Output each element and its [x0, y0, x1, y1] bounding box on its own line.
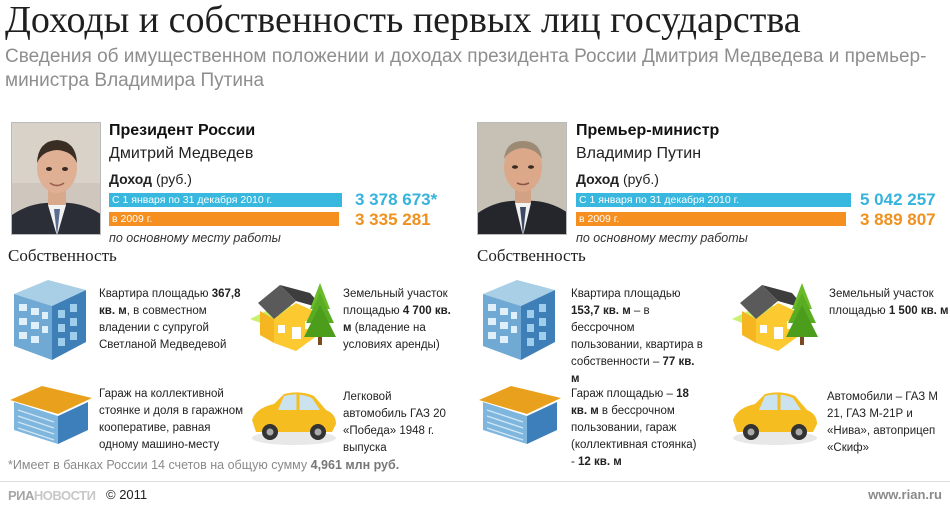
putin-income-note: по основному месту работы: [576, 231, 748, 245]
garage-icon: [479, 386, 561, 444]
putin-car-text: Автомобили – ГАЗ М 21, ГАЗ М-21Р и «Нива…: [827, 389, 949, 457]
income-unit: (руб.): [155, 171, 192, 187]
text-part-bold: 367,8 кв. м: [99, 288, 241, 317]
income-unit: (руб.): [622, 171, 659, 187]
car-icon: [733, 392, 817, 445]
text-part: Квартира площадью: [571, 288, 681, 300]
apartment-building-icon: [483, 280, 555, 360]
text-part-bold: 18 кв. м: [571, 388, 689, 417]
medvedev-income-note: по основному месту работы: [109, 231, 281, 245]
medvedev-income-2010-value: 3 378 673*: [355, 190, 438, 209]
text-part: Земельный участок площадью: [343, 288, 448, 317]
putin-income-2010-value: 5 042 257: [860, 190, 936, 209]
putin-property-heading: Собственность: [477, 246, 586, 265]
text-part-bold: 4 700 кв. м: [343, 305, 451, 334]
ria-novosti-logo: РИАНОВОСТИ: [8, 488, 96, 503]
putin-bar-2010: С 1 января по 31 декабря 2010 г.: [576, 193, 851, 207]
text-part: Гараж на коллективной стоянке и доля в г…: [99, 388, 243, 451]
bar-2009-label: в 2009 г.: [112, 213, 153, 225]
text-part-bold: 12 кв. м: [578, 456, 622, 468]
medvedev-income-2009-value: 3 335 281: [355, 210, 431, 229]
text-part-bold: 153,7 кв. м: [571, 305, 631, 317]
apartment-building-icon: [14, 280, 86, 360]
medvedev-bar-2010: С 1 января по 31 декабря 2010 г.: [109, 193, 342, 207]
bar-2010-label: С 1 января по 31 декабря 2010 г.: [112, 194, 273, 206]
logo-ria: РИА: [8, 488, 34, 503]
bar-2009-label: в 2009 г.: [579, 213, 620, 225]
medvedev-land-text: Земельный участок площадью 4 700 кв. м (…: [343, 286, 453, 354]
text-part: Квартира площадью: [99, 288, 212, 300]
putin-income-2009-value: 3 889 807: [860, 210, 936, 229]
website-link[interactable]: www.rian.ru: [868, 487, 942, 502]
footnote: *Имеет в банках России 14 счетов на общу…: [8, 458, 399, 472]
page-subtitle: Сведения об имущественном положении и до…: [5, 46, 927, 91]
putin-income-label: Доход (руб.): [576, 171, 659, 187]
logo-novosti: НОВОСТИ: [33, 488, 96, 503]
text-part: (владение на условиях аренды): [343, 322, 440, 351]
income-label-text: Доход: [576, 171, 620, 187]
footer: [0, 481, 950, 506]
text-part: Легковой автомобиль ГАЗ 20 «Победа» 1948…: [343, 391, 446, 454]
medvedev-bar-2009: в 2009 г.: [109, 212, 339, 226]
putin-land-text: Земельный участок площадью 1 500 кв. м: [829, 286, 949, 320]
medvedev-car-text: Легковой автомобиль ГАЗ 20 «Победа» 1948…: [343, 389, 453, 457]
text-part: Земельный участок площадью: [829, 288, 934, 317]
house-land-icon: [732, 283, 818, 351]
medvedev-property-heading: Собственность: [8, 246, 117, 265]
medvedev-portrait: [11, 122, 101, 235]
text-part: Автомобили – ГАЗ М 21, ГАЗ М-21Р и «Нива…: [827, 391, 939, 454]
text-part-bold: 77 кв. м: [571, 356, 695, 385]
medvedev-garage-text: Гараж на коллективной стоянке и доля в г…: [99, 386, 249, 454]
footnote-text: *Имеет в банках России 14 счетов на общу…: [8, 458, 311, 472]
putin-garage-text: Гараж площадью – 18 кв. м в бессрочном п…: [571, 386, 703, 471]
bar-2010-label: С 1 января по 31 декабря 2010 г.: [579, 194, 740, 206]
garage-icon: [10, 386, 92, 444]
text-part: Гараж площадью –: [571, 388, 677, 400]
text-part: , в совместном владении с супругой Светл…: [99, 305, 227, 351]
medvedev-role: Президент России: [109, 122, 256, 139]
car-icon: [252, 392, 336, 445]
putin-bar-2009: в 2009 г.: [576, 212, 846, 226]
copyright: © 2011: [106, 487, 148, 502]
medvedev-apartment-text: Квартира площадью 367,8 кв. м, в совмест…: [99, 286, 249, 354]
putin-portrait: [477, 122, 567, 235]
footnote-amount: 4,961 млн руб.: [310, 458, 400, 472]
house-land-icon: [250, 283, 336, 351]
text-part: в бессрочном пользовании, гараж (коллект…: [571, 405, 697, 468]
medvedev-income-label: Доход (руб.): [109, 171, 192, 187]
medvedev-name: Дмитрий Медведев: [109, 145, 254, 162]
putin-name: Владимир Путин: [576, 145, 702, 162]
text-part-bold: 1 500 кв. м: [888, 305, 949, 317]
putin-role: Премьер-министр: [576, 122, 720, 139]
text-part: – в бессрочном пользовании, квартира в с…: [571, 305, 703, 368]
income-label-text: Доход: [109, 171, 153, 187]
putin-apartment-text: Квартира площадью 153,7 кв. м – в бессро…: [571, 286, 703, 388]
page-title: Доходы и собственность первых лиц госуда…: [5, 0, 801, 41]
